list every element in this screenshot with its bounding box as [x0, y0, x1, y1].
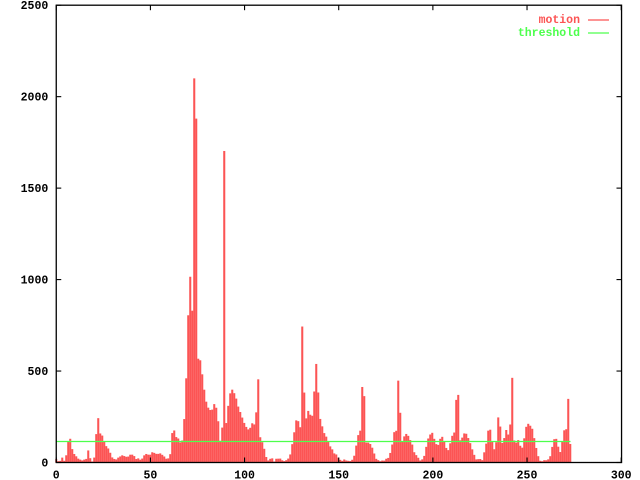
svg-text:500: 500 [28, 366, 49, 379]
svg-text:300: 300 [611, 470, 632, 480]
svg-text:0: 0 [41, 458, 48, 471]
svg-text:0: 0 [53, 470, 60, 480]
svg-text:150: 150 [328, 470, 349, 480]
svg-text:100: 100 [234, 470, 255, 480]
svg-text:2000: 2000 [21, 92, 49, 105]
svg-text:250: 250 [517, 470, 538, 480]
svg-text:200: 200 [423, 470, 444, 480]
svg-text:50: 50 [144, 470, 158, 480]
svg-text:1500: 1500 [21, 183, 49, 196]
svg-text:threshold: threshold [518, 27, 580, 40]
svg-text:2500: 2500 [21, 0, 49, 13]
svg-text:1000: 1000 [21, 275, 49, 288]
svg-text:motion: motion [539, 14, 581, 27]
